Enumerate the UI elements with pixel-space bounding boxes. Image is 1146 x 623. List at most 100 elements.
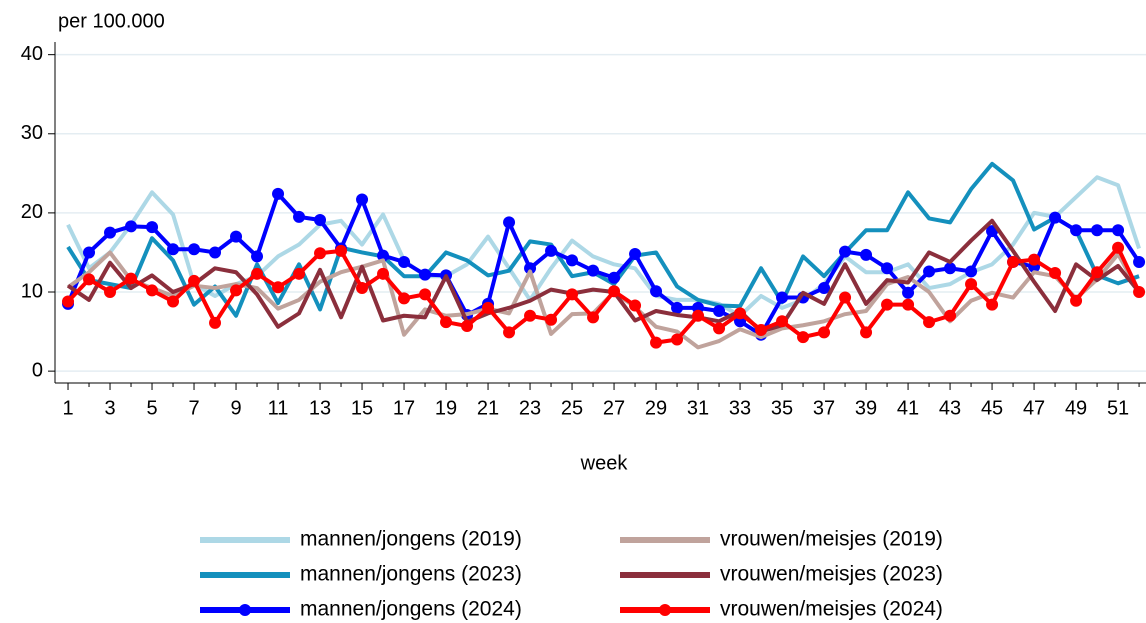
x-tick-label: 15 xyxy=(351,397,373,419)
series-marker xyxy=(230,284,243,297)
series-marker xyxy=(83,246,96,259)
series-marker xyxy=(902,286,915,299)
series-marker xyxy=(356,282,369,295)
x-tick-label: 17 xyxy=(393,397,415,419)
series-marker xyxy=(839,245,852,258)
series-marker xyxy=(755,323,768,336)
x-tick-label: 21 xyxy=(477,397,499,419)
series-line xyxy=(66,245,1141,345)
legend-label: vrouwen/meisjes (2023) xyxy=(720,563,943,586)
series-marker xyxy=(83,273,96,286)
series-marker xyxy=(482,301,495,314)
series-marker xyxy=(104,226,117,239)
series-marker xyxy=(146,284,159,297)
series-marker xyxy=(1070,294,1083,307)
series-marker xyxy=(860,326,873,339)
x-tick-label: 25 xyxy=(561,397,583,419)
series-marker xyxy=(1049,211,1062,224)
legend-marker xyxy=(659,604,671,616)
legend-label: vrouwen/meisjes (2019) xyxy=(720,528,943,551)
series-marker xyxy=(734,307,747,320)
x-axis-label: week xyxy=(580,452,629,474)
series-marker xyxy=(881,262,894,275)
x-tick-label: 49 xyxy=(1065,397,1087,419)
x-tick-label: 3 xyxy=(104,397,115,419)
series-marker xyxy=(1070,224,1083,237)
series-marker xyxy=(713,322,726,335)
x-tick-label: 19 xyxy=(435,397,457,419)
x-tick-label: 9 xyxy=(230,397,241,419)
x-tick-label: 13 xyxy=(309,397,331,419)
x-tick-label: 7 xyxy=(188,397,199,419)
series-marker xyxy=(62,295,75,308)
series-marker xyxy=(461,320,474,333)
series-marker xyxy=(209,316,222,329)
y-tick-label: 10 xyxy=(21,280,43,302)
series-marker xyxy=(398,292,411,305)
series-marker xyxy=(566,254,579,267)
series-marker xyxy=(503,216,516,229)
y-axis-label: per 100.000 xyxy=(58,10,165,32)
series-marker xyxy=(167,243,180,256)
x-tick-label: 33 xyxy=(729,397,751,419)
series-marker xyxy=(503,326,516,339)
series-marker xyxy=(713,305,726,318)
series-marker xyxy=(230,230,243,243)
series-marker xyxy=(692,309,705,322)
series-marker xyxy=(1112,224,1125,237)
series-marker xyxy=(251,267,264,280)
series-marker xyxy=(398,255,411,268)
x-tick-label: 41 xyxy=(897,397,919,419)
series-marker xyxy=(335,244,348,257)
series-marker xyxy=(965,278,978,291)
series-marker xyxy=(104,286,117,299)
series-marker xyxy=(1133,255,1146,268)
series-marker xyxy=(671,301,684,314)
series-marker xyxy=(902,298,915,311)
series-marker xyxy=(587,311,600,324)
series-marker xyxy=(314,247,327,260)
x-tick-label: 23 xyxy=(519,397,541,419)
series-marker xyxy=(545,244,558,257)
series-marker xyxy=(587,264,600,277)
series-marker xyxy=(440,316,453,329)
series-marker xyxy=(566,288,579,301)
x-tick-label: 37 xyxy=(813,397,835,419)
series-marker xyxy=(524,262,537,275)
x-tick-label: 31 xyxy=(687,397,709,419)
series-line xyxy=(66,175,1141,318)
series-marker xyxy=(944,309,957,322)
series-marker xyxy=(923,316,936,329)
x-tick-label: 51 xyxy=(1107,397,1129,419)
x-tick-label: 47 xyxy=(1023,397,1045,419)
series-marker xyxy=(881,298,894,311)
series-marker xyxy=(986,298,999,311)
series-marker xyxy=(377,267,390,280)
series-marker xyxy=(125,220,138,233)
x-tick-label: 29 xyxy=(645,397,667,419)
series-marker xyxy=(1091,224,1104,237)
series-marker xyxy=(167,295,180,308)
series-marker xyxy=(188,243,201,256)
series-marker xyxy=(776,315,789,328)
legend-label: mannen/jongens (2024) xyxy=(300,598,522,621)
x-tick-label: 35 xyxy=(771,397,793,419)
series-marker xyxy=(608,285,621,298)
x-tick-label: 11 xyxy=(268,397,289,419)
x-tick-label: 45 xyxy=(981,397,1003,419)
series-marker xyxy=(776,291,789,304)
series-marker xyxy=(629,248,642,261)
series-marker xyxy=(272,281,285,294)
series-marker xyxy=(293,267,306,280)
x-tick-label: 43 xyxy=(939,397,961,419)
series-marker xyxy=(629,299,642,312)
y-tick-label: 40 xyxy=(21,43,43,65)
series-marker xyxy=(293,210,306,223)
series-marker xyxy=(923,265,936,278)
x-tick-label: 5 xyxy=(146,397,157,419)
series-marker xyxy=(818,326,831,339)
series-marker xyxy=(272,187,285,200)
series-marker xyxy=(209,246,222,259)
series-marker xyxy=(797,331,810,344)
